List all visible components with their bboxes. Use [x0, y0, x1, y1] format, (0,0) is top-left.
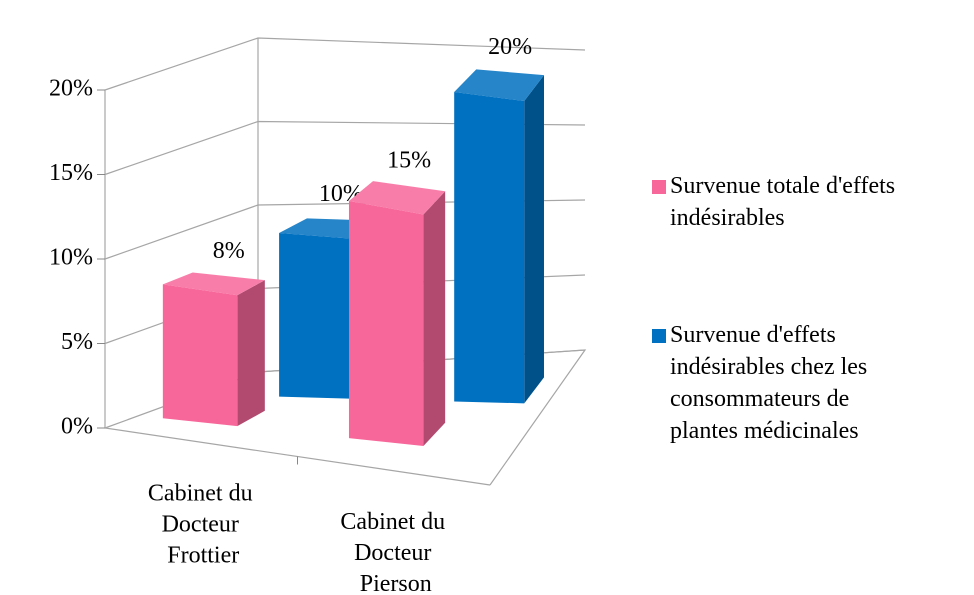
bar-front: [162, 284, 238, 427]
bar-front: [454, 92, 525, 404]
bar-top: [348, 181, 446, 215]
legend-swatch: [652, 180, 666, 194]
x-tick-label: Cabinet du Docteur Frottier: [148, 480, 259, 568]
y-tick-label: 15%: [49, 160, 93, 186]
bar-side: [524, 75, 544, 404]
bar-top: [454, 69, 544, 102]
bar-side: [423, 191, 446, 446]
bar: [162, 272, 265, 427]
data-label: 20%: [488, 34, 532, 60]
bar-side: [237, 280, 265, 427]
bar-front: [279, 233, 350, 399]
y-tick-label: 10%: [49, 245, 93, 271]
y-tick-label: 20%: [49, 76, 93, 102]
x-tick-label: Cabinet du Docteur Pierson: [340, 508, 451, 595]
bar-front: [348, 200, 424, 446]
bar: [348, 181, 446, 446]
data-label: 8%: [213, 238, 245, 264]
y-tick-label: 5%: [61, 329, 93, 355]
legend-label: Survenue d'effets indésirables chez les …: [670, 322, 873, 444]
y-tick-label: 0%: [61, 414, 93, 440]
legend-label: Survenue totale d'effets indésirables: [670, 173, 901, 231]
legend-swatch: [652, 329, 666, 343]
bar-top: [162, 272, 265, 296]
bar: [454, 69, 544, 404]
grid-line: [104, 37, 586, 91]
data-label: 15%: [387, 148, 431, 174]
